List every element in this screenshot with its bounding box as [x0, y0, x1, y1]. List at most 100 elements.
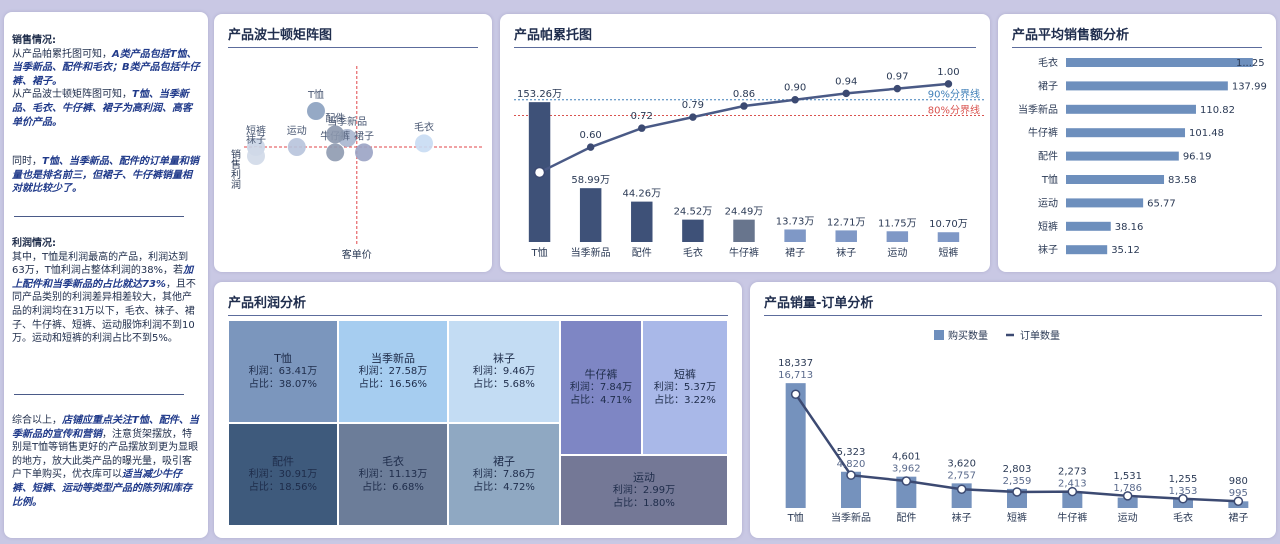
- cumulative-label: 0.86: [733, 89, 755, 100]
- order-value-label: 4,820: [837, 459, 866, 470]
- treemap-cell: 牛仔裤 利润：7.84万 占比：4.71%: [560, 320, 642, 455]
- bar-value-label: 101.48: [1189, 128, 1224, 139]
- order-value-label: 16,713: [778, 370, 813, 381]
- profit-emphasis: 加上配件和当季新品的占比就达73%: [12, 265, 194, 290]
- purchase-value-label: 1,255: [1169, 474, 1198, 485]
- treemap-profit: 利润：11.13万: [358, 469, 428, 480]
- treemap-cell: 毛衣 利润：11.13万 占比：6.68%: [338, 423, 448, 526]
- cumulative-point: [893, 84, 902, 93]
- category-label: 配件: [632, 247, 652, 259]
- profit-text-1: 其中，T恤是利润最高的产品，利润达到63万，T恤利润占整体利润的38%，若: [12, 251, 189, 277]
- bcg-title: 产品波士顿矩阵图: [228, 28, 333, 43]
- category-label: 配件: [896, 512, 916, 524]
- cumulative-label: 1.00: [937, 67, 959, 78]
- treemap-label: 短裤: [674, 368, 696, 381]
- treemap-cell: 袜子 利润：9.46万 占比：5.68%: [448, 320, 560, 423]
- treemap-cell: 配件 利润：30.91万 占比：18.56%: [228, 423, 338, 526]
- title-underline: [228, 315, 728, 316]
- purchase-value-label: 18,337: [778, 358, 813, 369]
- bar: [835, 230, 857, 242]
- category-label: 裙子: [1228, 511, 1248, 524]
- scatter-point: [326, 143, 345, 162]
- sales-summary: 销售情况: 从产品帕累托图可知，A类产品包括T恤、当季新品、配件和毛衣；B类产品…: [12, 34, 200, 129]
- bar: [1066, 221, 1111, 231]
- purchase-value-label: 5,323: [837, 447, 866, 458]
- avg-sales-panel: 产品平均销售额分析 毛衣 1...25 裙子 137.99 当季新品 110.82 牛仔裤 1…: [998, 14, 1276, 272]
- purchase-value-label: 4,601: [892, 452, 921, 463]
- treemap-share: 占比：16.56%: [358, 379, 428, 390]
- conclusion: 综合以上，店铺应重点关注T恤、配件、当季新品的宣传和营销，注意货架摆放，特别是T…: [12, 414, 200, 509]
- bar: [886, 231, 909, 242]
- sales-emphasis-3: T恤、当季新品、配件的订单量和销量也是排名前三，但裙子、牛仔裤销量相对就比较少了…: [12, 156, 199, 195]
- y-axis-label: 销售利润: [229, 148, 241, 189]
- treemap-label: 毛衣: [382, 455, 404, 468]
- order-point: [901, 476, 912, 486]
- category-label: 裙子: [1038, 79, 1058, 92]
- bar: [1066, 58, 1253, 67]
- treemap-label: 配件: [272, 455, 294, 468]
- treemap-label: 裙子: [493, 455, 515, 468]
- scatter-point: [287, 138, 306, 156]
- bar: [631, 201, 653, 242]
- volume-order-chart: 购买数量 订单数量 T恤 当季新品 配件 袜子 短裤 牛仔裤 运动 毛衣 裙子 18,33716,71…: [778, 329, 1249, 524]
- x-axis-label: 客单价: [342, 248, 372, 261]
- cumulative-label: 0.79: [682, 100, 704, 111]
- scatter-point: [326, 125, 345, 144]
- avg-title: 产品平均销售额分析: [1012, 28, 1130, 43]
- legend-swatch: [934, 330, 944, 340]
- bcg-matrix-panel: 产品波士顿矩阵图 客单价销售利润T恤当季新品牛仔裤裙子毛衣短裤运动配件袜子: [214, 14, 492, 272]
- order-value-label: 2,413: [1058, 479, 1087, 490]
- category-label: T恤: [787, 511, 804, 524]
- sales-heading: 销售情况:: [12, 35, 56, 46]
- cumulative-point: [944, 80, 953, 88]
- treemap-cell: T恤 利润：63.41万 占比：38.07%: [228, 320, 338, 423]
- sales-text-3: 同时，: [12, 156, 42, 167]
- bar: [896, 476, 917, 508]
- category-label: 当季新品: [571, 246, 611, 259]
- point-label: T恤: [307, 88, 324, 101]
- category-label: 牛仔裤: [729, 246, 759, 259]
- profit-panel: 产品利润分析 T恤 利润：63.41万 占比：38.07% 当季新品 利润：27.58万…: [214, 282, 742, 538]
- treemap-cell: 当季新品 利润：27.58万 占比：16.56%: [338, 320, 448, 423]
- purchase-value-label: 2,273: [1058, 467, 1087, 478]
- category-label: 当季新品: [1018, 103, 1058, 116]
- cumulative-label: 0.94: [835, 76, 857, 87]
- order-value-label: 1,353: [1169, 486, 1198, 497]
- sales-text-2: 从产品波士顿矩阵图可知，: [12, 89, 132, 101]
- category-label: 短裤: [1007, 511, 1027, 524]
- category-label: 牛仔裤: [1028, 126, 1058, 139]
- cumulative-label: 0.60: [580, 130, 602, 141]
- order-value-label: 2,757: [947, 470, 976, 481]
- bar-value-label: 35.12: [1111, 245, 1140, 256]
- treemap-profit: 利润：7.84万: [569, 382, 633, 393]
- bar-value-label: 38.16: [1115, 222, 1144, 233]
- sales-emphasis-2: T恤、当季新品、毛衣、牛仔裤、裙子为高利润、高客单价产品。: [12, 89, 192, 128]
- cumulative-point: [740, 102, 748, 110]
- scatter-point: [355, 143, 373, 162]
- bar: [1173, 499, 1193, 508]
- conclusion-emphasis-1: 店铺应重点关注T恤、配件、当季新品的宣传和营销: [12, 415, 199, 440]
- category-label: 运动: [1038, 197, 1058, 209]
- treemap-share: 占比：1.80%: [613, 498, 675, 509]
- point-label: 配件: [325, 112, 345, 124]
- volume-panel: 产品销量-订单分析 购买数量 订单数量 T恤 当季新品 配件 袜子 短裤 牛仔裤 运动 毛衣 裙子 1…: [750, 282, 1276, 538]
- bar: [937, 232, 960, 242]
- divider: [14, 216, 184, 217]
- avg-sales-chart: 毛衣 1...25 裙子 137.99 当季新品 110.82 牛仔裤 101.48 配件 96.…: [1018, 56, 1267, 256]
- treemap-profit: 利润：5.37万: [653, 382, 717, 393]
- treemap-label: 运动: [633, 471, 655, 484]
- bar: [784, 229, 806, 242]
- treemap-share: 占比：6.68%: [362, 482, 424, 493]
- category-label: 运动: [887, 247, 907, 259]
- bar-value-label: 58.99万: [571, 175, 610, 186]
- category-label: 袜子: [952, 511, 972, 524]
- bar: [1007, 488, 1027, 508]
- cumulative-point: [791, 95, 799, 104]
- cumulative-point: [586, 143, 595, 151]
- bar-value-label: 110.82: [1200, 105, 1235, 116]
- category-label: 袜子: [1038, 243, 1058, 256]
- volume-title: 产品销量-订单分析: [764, 296, 874, 311]
- category-label: 袜子: [836, 246, 856, 259]
- category-label: T恤: [531, 246, 548, 259]
